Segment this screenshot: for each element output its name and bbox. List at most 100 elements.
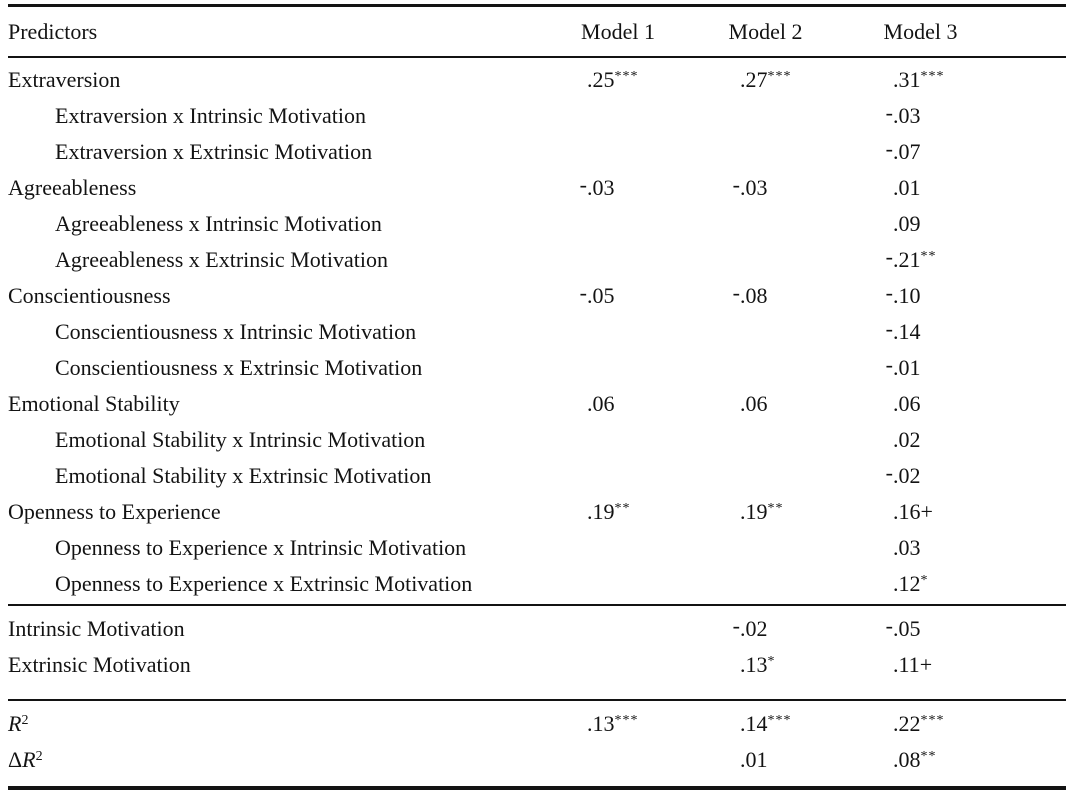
predictor-label: Extraversion x Intrinsic Motivation <box>55 103 366 128</box>
table-row: R2 .13*** .14*** .22*** <box>8 704 1066 740</box>
predictor-cell: Conscientiousness x Extrinsic Motivation <box>8 348 548 384</box>
significance-stars: * <box>767 654 776 669</box>
predictor-label: Agreeableness <box>8 175 137 200</box>
coefficient-number: .01 <box>893 175 921 200</box>
predictor-label: Extraversion <box>8 67 121 92</box>
table-header-row: Predictors Model 1 Model 2 Model 3 <box>8 7 1066 58</box>
regression-table: Predictors Model 1 Model 2 Model 3 Extra… <box>8 4 1066 790</box>
predictor-label: Extrinsic Motivation <box>8 652 191 677</box>
model2-value-cell <box>688 96 843 132</box>
model2-value-cell <box>688 348 843 384</box>
predictor-cell: Agreeableness x Intrinsic Motivation <box>8 204 548 240</box>
coefficient-value: - .03 <box>886 96 921 132</box>
minus-sign: - <box>885 460 893 485</box>
minus-sign: - <box>885 280 893 305</box>
significance-stars: ** <box>767 501 784 516</box>
coefficient-value: .27*** <box>740 60 792 96</box>
coefficient-value: - .05 <box>580 276 615 312</box>
predictor-cell: Conscientiousness <box>8 276 548 312</box>
model2-value-cell: - .03 <box>688 168 843 204</box>
coefficient-value: .12* <box>893 564 929 600</box>
coefficient-number: .02 <box>740 616 768 641</box>
predictor-cell: Emotional Stability x Extrinsic Motivati… <box>8 456 548 492</box>
predictor-label: Openness to Experience <box>8 499 221 524</box>
coefficient-value: .08** <box>893 740 937 776</box>
predictor-label: Emotional Stability <box>8 391 180 416</box>
coefficient-number: .03 <box>740 175 768 200</box>
coefficient-value: .06 <box>587 384 615 420</box>
minus-sign: - <box>885 136 893 161</box>
model3-value-cell: .02 <box>843 420 998 456</box>
coefficient-number: .03 <box>893 535 921 560</box>
minus-sign: - <box>579 280 587 305</box>
model1-value-cell <box>548 456 688 492</box>
coefficient-value: - .07 <box>886 132 921 168</box>
coefficient-value: .01 <box>893 168 921 204</box>
predictor-cell: Emotional Stability x Intrinsic Motivati… <box>8 420 548 456</box>
coefficient-number: .14 <box>893 319 921 344</box>
predictor-cell: Extraversion x Intrinsic Motivation <box>8 96 548 132</box>
table-row: Intrinsic Motivation - .02 - .05 <box>8 609 1066 645</box>
table-row: Openness to Experience .19** .19** .16+ <box>8 492 1066 528</box>
predictor-cell: R2 <box>8 704 548 740</box>
minus-sign: - <box>885 244 893 269</box>
predictor-cell: Agreeableness x Extrinsic Motivation <box>8 240 548 276</box>
model3-value-cell: .08** <box>843 740 998 776</box>
predictor-label: Intrinsic Motivation <box>8 616 185 641</box>
model3-value-cell: .03 <box>843 528 998 564</box>
coefficient-value: .19** <box>587 492 631 528</box>
coefficient-value: - .14 <box>886 312 921 348</box>
table-row: Extraversion x Intrinsic Motivation - .03 <box>8 96 1066 132</box>
significance-stars: *** <box>767 713 792 728</box>
coefficient-number: .06 <box>893 391 921 416</box>
table-section-0: Extraversion .25*** .27*** .31*** Extrav… <box>8 58 1066 606</box>
predictor-label: Emotional Stability x Intrinsic Motivati… <box>55 427 426 452</box>
model3-value-cell: .12* <box>843 564 998 600</box>
predictor-italic-symbol: R <box>8 711 22 736</box>
coefficient-value: - .10 <box>886 276 921 312</box>
coefficient-value: - .05 <box>886 609 921 645</box>
model2-value-cell <box>688 456 843 492</box>
predictor-cell: Extrinsic Motivation <box>8 645 548 681</box>
coefficient-value: - .02 <box>733 609 768 645</box>
table-row: Emotional Stability x Extrinsic Motivati… <box>8 456 1066 492</box>
coefficient-number: .01 <box>740 747 768 772</box>
model3-value-cell: .22*** <box>843 704 998 740</box>
coefficient-number: .21 <box>893 247 921 272</box>
coefficient-number: .27 <box>740 67 768 92</box>
coefficient-number: .12 <box>893 571 921 596</box>
minus-sign: - <box>885 100 893 125</box>
coefficient-number: .08 <box>740 283 768 308</box>
coefficient-number: .13 <box>587 711 615 736</box>
predictor-cell: ΔR2 <box>8 740 548 776</box>
table-section-2: R2 .13*** .14*** .22*** ΔR2 .01 .08** <box>8 701 1066 786</box>
model3-value-cell: .06 <box>843 384 998 420</box>
coefficient-value: - .08 <box>733 276 768 312</box>
model2-value-cell: .14*** <box>688 704 843 740</box>
predictor-label: Conscientiousness x Intrinsic Motivation <box>55 319 417 344</box>
predictor-cell: Conscientiousness x Intrinsic Motivation <box>8 312 548 348</box>
predictor-label: Conscientiousness <box>8 283 171 308</box>
coefficient-value: - .03 <box>580 168 615 204</box>
significance-stars: *** <box>920 69 945 84</box>
coefficient-number: .05 <box>587 283 615 308</box>
coefficient-value: .11+ <box>893 645 932 681</box>
coefficient-value: - .02 <box>886 456 921 492</box>
coefficient-value: .13*** <box>587 704 639 740</box>
table-section-1: Intrinsic Motivation - .02 - .05 Extrinsic… <box>8 606 1066 701</box>
predictor-label: Conscientiousness x Extrinsic Motivation <box>55 355 423 380</box>
table-row: Emotional Stability x Intrinsic Motivati… <box>8 420 1066 456</box>
model1-value-cell: .13*** <box>548 704 688 740</box>
coefficient-number: .09 <box>893 211 921 236</box>
coefficient-value: .19** <box>740 492 784 528</box>
coefficient-value: .13* <box>740 645 776 681</box>
significance-stars: *** <box>614 713 639 728</box>
table-body: Extraversion .25*** .27*** .31*** Extrav… <box>8 58 1066 786</box>
coefficient-number: .02 <box>893 427 921 452</box>
significance-stars: *** <box>767 69 792 84</box>
coefficient-number: .01 <box>893 355 921 380</box>
model3-value-cell: .16+ <box>843 492 998 528</box>
model2-value-cell <box>688 312 843 348</box>
model3-value-cell: - .01 <box>843 348 998 384</box>
coefficient-number: .07 <box>893 139 921 164</box>
